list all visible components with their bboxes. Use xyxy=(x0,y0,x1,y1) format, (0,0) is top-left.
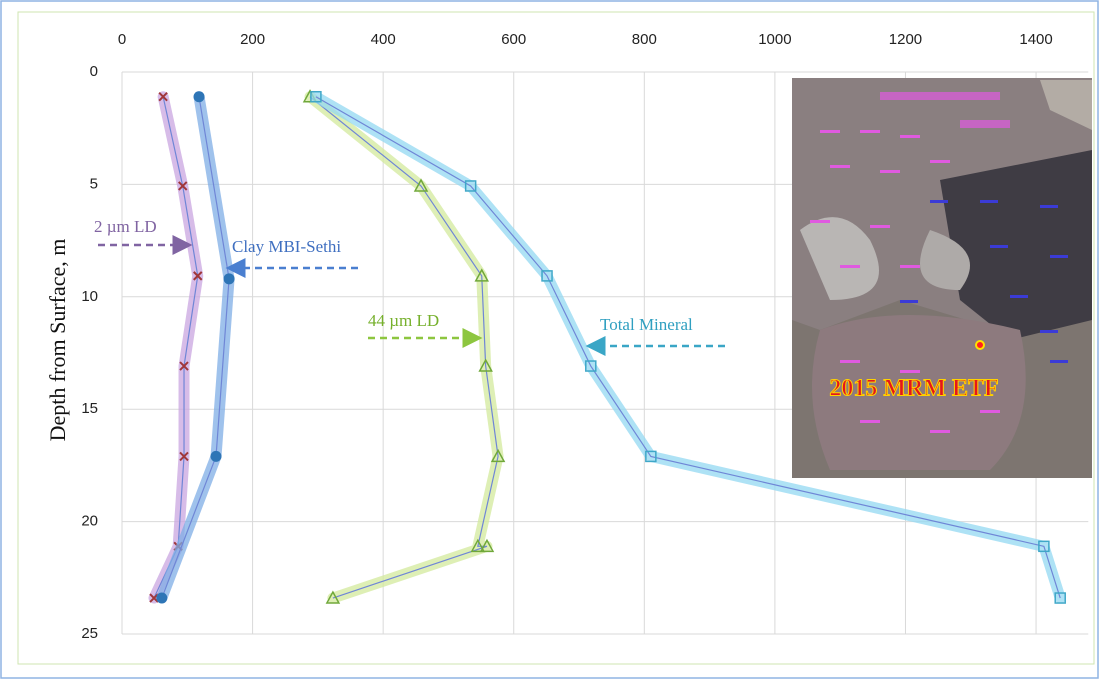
marker xyxy=(156,593,167,604)
y-tick-label: 10 xyxy=(81,288,98,305)
annotation: 2 µm LD xyxy=(94,217,157,236)
marker xyxy=(194,91,205,102)
x-tick-label: 200 xyxy=(240,31,265,48)
annotation: 44 µm LD xyxy=(368,311,439,330)
y-axis-title: Depth from Surface, m xyxy=(45,239,70,442)
marker xyxy=(224,273,235,284)
inset-label: 2015 MRM ETF xyxy=(829,376,998,402)
x-tick-label: 1000 xyxy=(758,31,791,48)
annotation: Total Mineral xyxy=(600,315,693,334)
y-tick-label: 20 xyxy=(81,513,98,530)
x-tick-label: 1200 xyxy=(889,31,922,48)
y-tick-label: 25 xyxy=(81,625,98,642)
x-tick-label: 400 xyxy=(371,31,396,48)
y-tick-label: 5 xyxy=(90,175,98,192)
x-tick-label: 800 xyxy=(632,31,657,48)
inset-photo: 2015 MRM ETF xyxy=(792,78,1092,478)
x-tick-label: 0 xyxy=(118,31,126,48)
y-tick-label: 15 xyxy=(81,400,98,417)
chart: 0 200 400 600 800 1000 1200 1400 0 5 10 15 20 25 2015… xyxy=(0,0,1099,679)
y-tick-label: 0 xyxy=(90,63,98,80)
marker xyxy=(211,451,222,462)
x-tick-label: 1400 xyxy=(1019,31,1052,48)
annotation: Clay MBI-Sethi xyxy=(232,237,341,256)
x-tick-label: 600 xyxy=(501,31,526,48)
